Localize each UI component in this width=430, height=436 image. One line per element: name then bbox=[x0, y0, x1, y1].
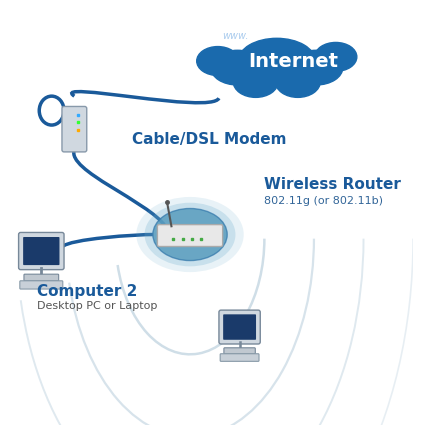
Ellipse shape bbox=[153, 208, 227, 261]
FancyBboxPatch shape bbox=[157, 225, 223, 246]
FancyBboxPatch shape bbox=[224, 348, 255, 354]
FancyBboxPatch shape bbox=[18, 232, 64, 269]
Text: 802.11g (or 802.11b): 802.11g (or 802.11b) bbox=[264, 197, 384, 207]
FancyBboxPatch shape bbox=[23, 237, 59, 265]
Ellipse shape bbox=[144, 203, 236, 266]
FancyBboxPatch shape bbox=[223, 314, 256, 340]
Ellipse shape bbox=[197, 47, 239, 75]
Text: Internet: Internet bbox=[248, 51, 338, 71]
FancyBboxPatch shape bbox=[219, 310, 260, 344]
Ellipse shape bbox=[289, 50, 343, 85]
Ellipse shape bbox=[275, 66, 320, 97]
Text: Wireless Router: Wireless Router bbox=[264, 177, 401, 192]
Text: Desktop PC or Laptop: Desktop PC or Laptop bbox=[37, 300, 157, 310]
FancyBboxPatch shape bbox=[220, 354, 259, 361]
FancyBboxPatch shape bbox=[24, 274, 58, 281]
Ellipse shape bbox=[211, 50, 264, 85]
FancyBboxPatch shape bbox=[20, 281, 63, 289]
Ellipse shape bbox=[153, 208, 227, 261]
Text: Cable/DSL Modem: Cable/DSL Modem bbox=[132, 132, 287, 147]
Text: www.: www. bbox=[222, 31, 249, 41]
Ellipse shape bbox=[233, 66, 278, 97]
Ellipse shape bbox=[315, 42, 357, 72]
Ellipse shape bbox=[238, 38, 315, 84]
Ellipse shape bbox=[136, 197, 244, 272]
Text: Computer 2: Computer 2 bbox=[37, 284, 138, 299]
FancyBboxPatch shape bbox=[62, 106, 87, 152]
